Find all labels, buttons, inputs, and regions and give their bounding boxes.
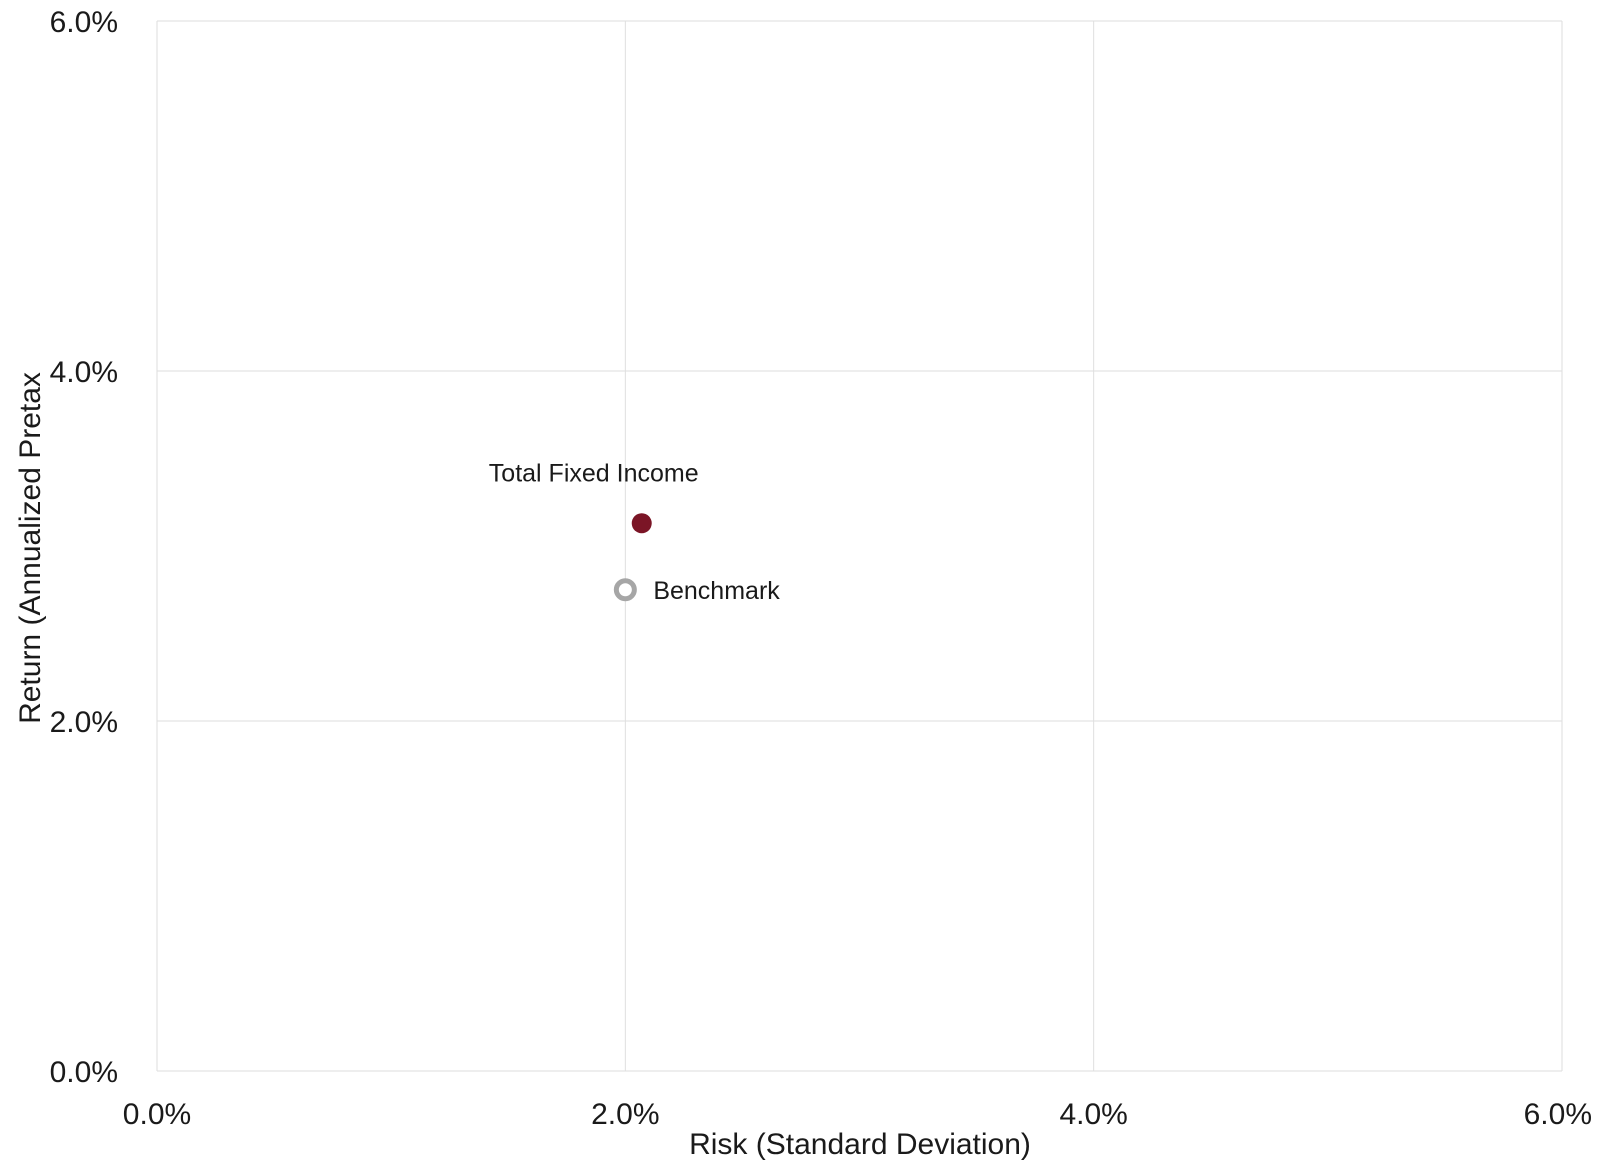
x-tick-label: 0.0% (123, 1098, 191, 1131)
x-tick-label: 4.0% (1059, 1098, 1127, 1131)
benchmark-point-group: Benchmark (613, 577, 780, 605)
x-axis-title: Risk (Standard Deviation) (689, 1128, 1031, 1161)
total-fixed-income-label: Total Fixed Income (489, 459, 699, 487)
y-axis-title: Return (Annualized Pretax (14, 372, 47, 724)
x-tick-label: 2.0% (591, 1098, 659, 1131)
y-tick-label: 4.0% (50, 356, 118, 389)
grid-layer (156, 20, 1563, 1072)
y-tick-label: 2.0% (50, 706, 118, 739)
x-axis-ticks: 0.0% 2.0% 4.0% 6.0% (123, 1098, 1592, 1131)
benchmark-label: Benchmark (653, 577, 780, 605)
y-axis-ticks: 0.0% 2.0% 4.0% 6.0% (50, 6, 118, 1089)
total-fixed-income-marker (631, 513, 652, 534)
y-tick-label: 6.0% (50, 6, 118, 39)
y-tick-label: 0.0% (50, 1056, 118, 1089)
x-tick-label: 6.0% (1524, 1098, 1592, 1131)
total-fixed-income-point-group: Total Fixed Income (489, 459, 699, 534)
benchmark-marker (613, 578, 637, 602)
data-points: Total Fixed Income Benchmark (489, 459, 780, 605)
